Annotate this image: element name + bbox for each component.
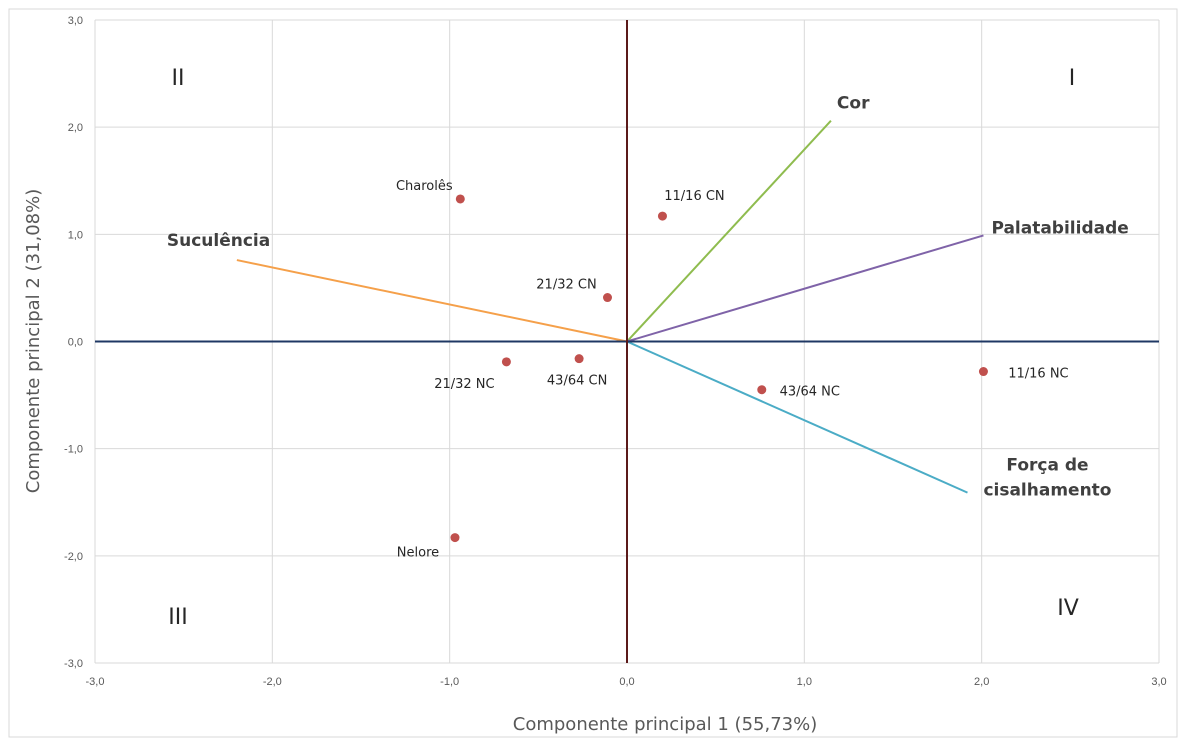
vector-label: Cor [837,94,870,114]
x-tick-label: 0,0 [619,676,634,688]
y-tick-label: 3,0 [68,15,83,27]
point-label: 11/16 NC [1008,367,1068,382]
x-tick-label: 1,0 [797,676,812,688]
quadrant-label: IV [1057,596,1079,621]
vector-line [236,259,628,343]
vector-line [626,120,832,343]
point-label: 21/32 CN [536,278,596,293]
data-point [978,367,988,377]
point-label: Charolês [396,179,453,194]
y-tick-label: 2,0 [68,122,83,134]
quadrant-label: III [168,605,187,630]
vector-label-line2: cisalhamento [983,481,1111,501]
data-point [574,354,584,364]
y-tick-label: -3,0 [64,658,83,670]
data-point [757,385,767,395]
tick-labels: -3,0 -2,0 -1,0 0,0 1,0 2,0 3,0 3,0 2,0 1,0 0,0 -1,0… [64,15,1167,688]
point-label: 43/64 NC [780,385,840,400]
point-label: 21/32 NC [434,377,494,392]
vector-line [626,340,968,494]
x-tick-label: -2,0 [263,676,282,688]
data-point [657,211,667,221]
vector-label: Força de [1006,456,1088,476]
point-labels: Cor Palatabilidade Suculência Força de cisal… [167,94,1129,561]
vector-label: Suculência [167,231,270,251]
y-tick-label: 0,0 [68,337,83,349]
y-tick-label: -1,0 [64,444,83,456]
data-point [455,194,465,204]
point-label: Nelore [397,546,439,561]
x-tick-label: -3,0 [86,676,105,688]
y-tick-label: -2,0 [64,551,83,563]
point-label: 11/16 CN [664,189,724,204]
vector-label: Palatabilidade [991,218,1128,238]
variable-vectors [236,120,984,494]
point-label: 43/64 CN [547,374,607,389]
data-points [450,194,988,543]
vector-line [626,234,984,343]
data-point [501,357,511,367]
x-tick-label: 2,0 [974,676,989,688]
x-tick-label: -1,0 [440,676,459,688]
quadrant-label: II [172,66,185,91]
quadrant-label: I [1069,66,1076,91]
x-axis-title: Componente principal 1 (55,73%) [513,714,817,735]
y-tick-label: 1,0 [68,229,83,241]
data-point [450,533,460,543]
x-tick-label: 3,0 [1151,676,1166,688]
data-point [602,293,612,303]
y-axis-title: Componente principal 2 (31,08%) [23,189,44,493]
zero-axes [95,20,1159,663]
